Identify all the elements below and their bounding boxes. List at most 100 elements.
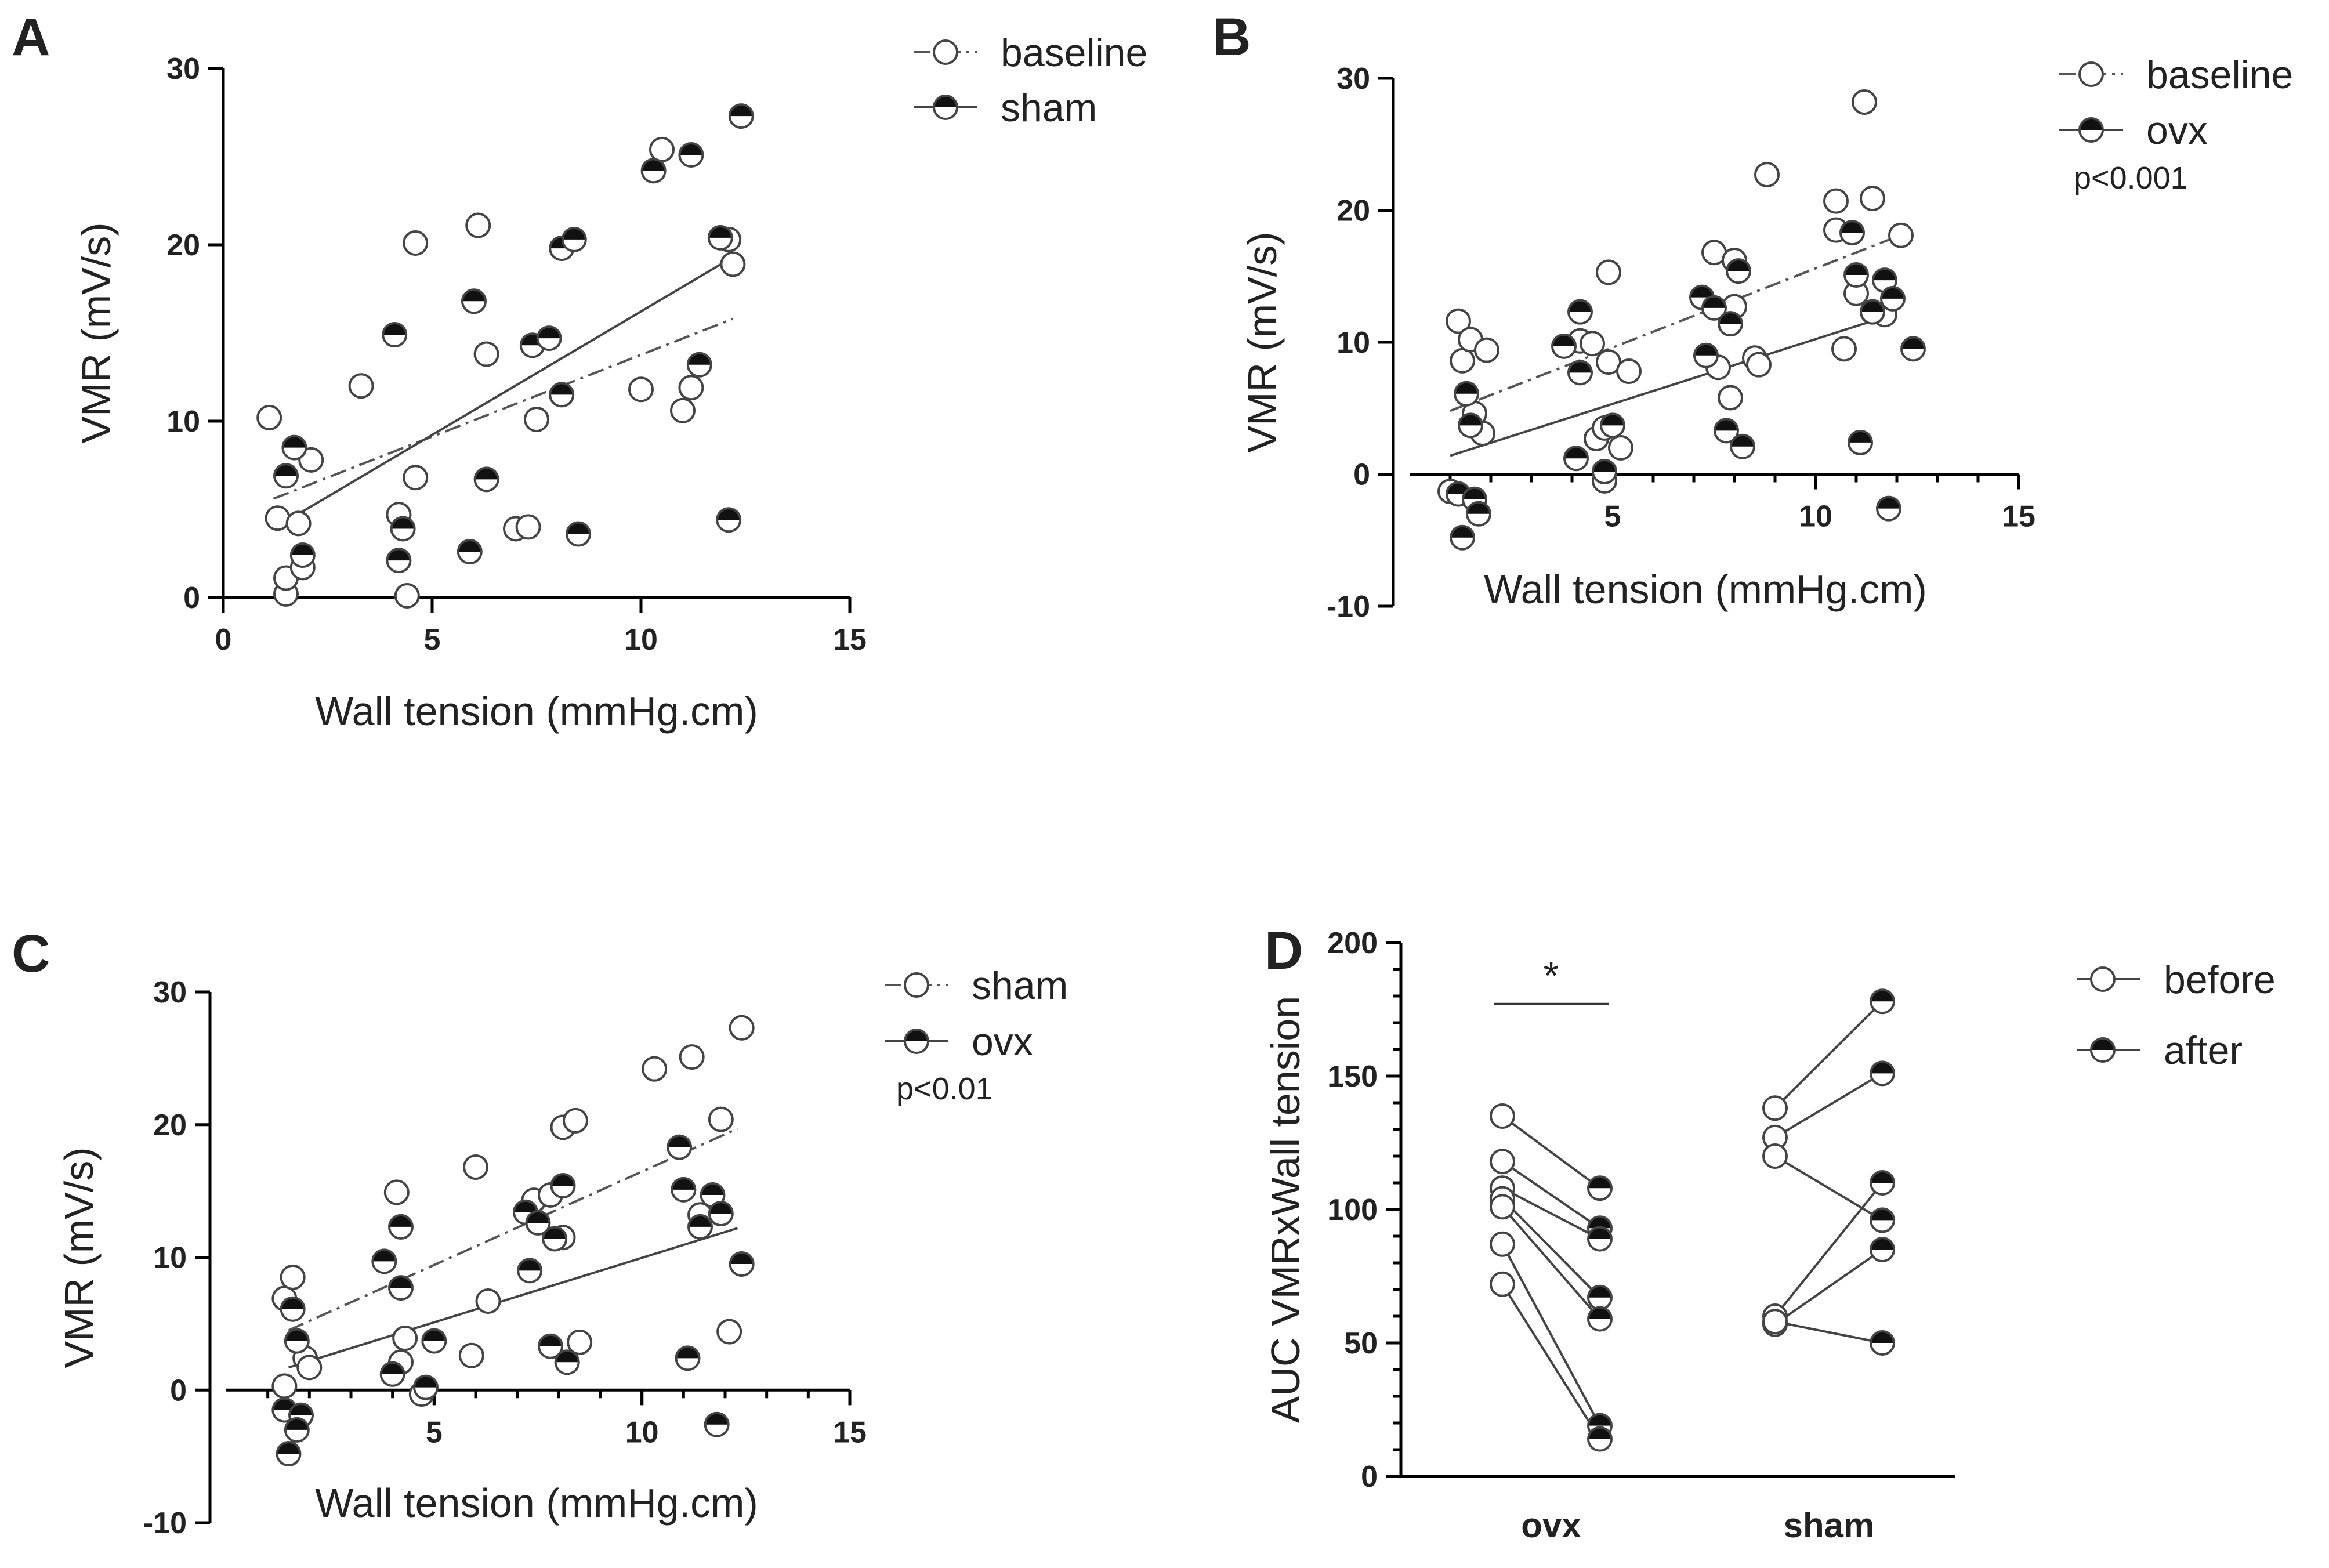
data-point-baseline	[1852, 89, 1877, 115]
marker-half-fill	[1588, 1216, 1611, 1229]
marker-half-fill	[514, 1200, 537, 1212]
marker-half-fill	[458, 539, 481, 552]
data-point-sham	[457, 538, 483, 564]
marker-open-circle	[1762, 1095, 1788, 1121]
marker-open-circle	[280, 1264, 306, 1290]
marker-ring	[386, 548, 412, 574]
marker-half-fill	[705, 1413, 729, 1425]
regression-line-ovx	[1450, 312, 1897, 457]
data-point-sham-after	[1870, 988, 1895, 1015]
x-tick-label: 10	[624, 623, 658, 657]
panel-a-scatter: 0 10 20 30 0 5 10 15 Wall tension (mmHg.cm) VMR (…	[74, 31, 1147, 734]
data-point-ovx-before	[1490, 1231, 1515, 1257]
data-point-baseline	[1608, 435, 1633, 461]
marker-open-circle	[642, 1056, 668, 1082]
data-point-sham-before	[1762, 1143, 1788, 1169]
panel-b-scatter: -10 0 10 20 30 5 10 15 Wall tension (mmHg.cm) VMR…	[1240, 53, 2293, 624]
data-point-baseline	[1718, 385, 1743, 411]
data-point-ovx	[1714, 418, 1739, 444]
data-point-ovx	[1600, 412, 1625, 439]
data-point-ovx	[675, 1345, 701, 1371]
marker-half-fill	[1727, 259, 1750, 271]
data-point-ovx	[413, 1374, 439, 1400]
marker-ring	[284, 1328, 310, 1354]
marker-half-fill	[701, 1183, 725, 1195]
marker-open-circle	[463, 1154, 488, 1180]
data-point-ovx	[729, 1251, 755, 1277]
data-point-ovx	[421, 1328, 447, 1354]
data-point-sham	[280, 1264, 306, 1290]
marker-half-fill	[1715, 419, 1738, 431]
x-tick-label: 5	[424, 623, 441, 657]
marker-half-fill	[708, 226, 732, 238]
y-tick-label: 0	[1361, 1460, 1378, 1494]
pair-line-sham	[1774, 1000, 1884, 1109]
marker-half-fill	[381, 1362, 404, 1374]
panel-d-paired: 0 50 100 150 200 ovx sham AUC VMRxWall tension *…	[1263, 926, 2276, 1545]
y-tick-label: 30	[166, 52, 200, 86]
data-point-ovx	[1454, 381, 1479, 407]
marker-ring	[678, 142, 704, 168]
marker-ring	[1839, 220, 1865, 246]
data-point-ovx	[1466, 501, 1491, 527]
marker-ring	[421, 1328, 447, 1354]
marker-open-circle	[256, 404, 282, 430]
pair-line-sham	[1774, 1182, 1884, 1317]
data-point-ovx	[1450, 524, 1475, 551]
marker-half-fill	[730, 1252, 754, 1264]
marker-ring	[561, 226, 587, 252]
y-axis-title: VMR (mV/s)	[1240, 231, 1285, 452]
y-tick-label: 20	[166, 229, 200, 262]
marker-half-fill	[414, 1375, 437, 1388]
data-point-baseline	[670, 397, 696, 423]
marker-half-fill	[273, 1398, 296, 1410]
marker-open-circle	[1608, 435, 1633, 461]
marker-ring	[379, 1361, 405, 1387]
marker-ring	[667, 1134, 693, 1160]
marker-open-circle	[465, 212, 491, 238]
marker-ring	[2090, 1037, 2116, 1063]
marker-open-circle	[2078, 61, 2104, 87]
marker-ring	[382, 322, 408, 348]
data-point-ovx	[388, 1214, 414, 1240]
marker-half-fill	[2080, 118, 2103, 130]
marker-ring	[457, 538, 483, 564]
data-point-baseline	[524, 406, 549, 432]
marker-open-circle	[265, 505, 291, 531]
pair-line-ovx	[1501, 1160, 1601, 1229]
marker-ring	[517, 1258, 543, 1284]
marker-ring	[371, 1248, 397, 1274]
x-axis-title: Wall tension (mmHg.cm)	[315, 1480, 758, 1526]
data-point-ovx	[1860, 299, 1885, 325]
x-axis-title: Wall tension (mmHg.cm)	[315, 689, 758, 734]
data-point-ovx	[671, 1176, 697, 1203]
marker-half-fill	[543, 1227, 567, 1239]
data-point-baseline	[1746, 352, 1772, 378]
marker-half-fill	[1873, 269, 1896, 281]
data-point-baseline	[403, 465, 429, 491]
marker-open-circle	[1446, 308, 1471, 334]
data-point-baseline	[1596, 259, 1621, 285]
data-point-baseline	[285, 510, 312, 537]
marker-half-fill	[1569, 300, 1592, 312]
marker-open-circle	[678, 375, 704, 401]
marker-half-fill	[689, 1215, 712, 1227]
legend-marker-sham	[933, 95, 958, 120]
data-point-ovx-after	[1587, 1426, 1613, 1452]
marker-half-fill	[1841, 221, 1864, 233]
data-point-ovx	[1563, 446, 1589, 472]
marker-half-fill	[1881, 287, 1904, 299]
legend-label-ovx: ovx	[972, 1020, 1033, 1064]
marker-half-fill	[1703, 296, 1726, 308]
data-point-baseline	[1616, 358, 1642, 385]
data-point-sham	[707, 224, 733, 251]
marker-half-fill	[1871, 1208, 1894, 1221]
data-point-ovx	[704, 1411, 730, 1437]
marker-open-circle	[1860, 186, 1885, 212]
marker-half-fill	[1845, 263, 1868, 275]
data-point-ovx	[1567, 299, 1593, 325]
data-point-baseline	[1860, 186, 1885, 212]
data-point-sham	[383, 1179, 410, 1205]
marker-open-circle	[1490, 1103, 1515, 1129]
